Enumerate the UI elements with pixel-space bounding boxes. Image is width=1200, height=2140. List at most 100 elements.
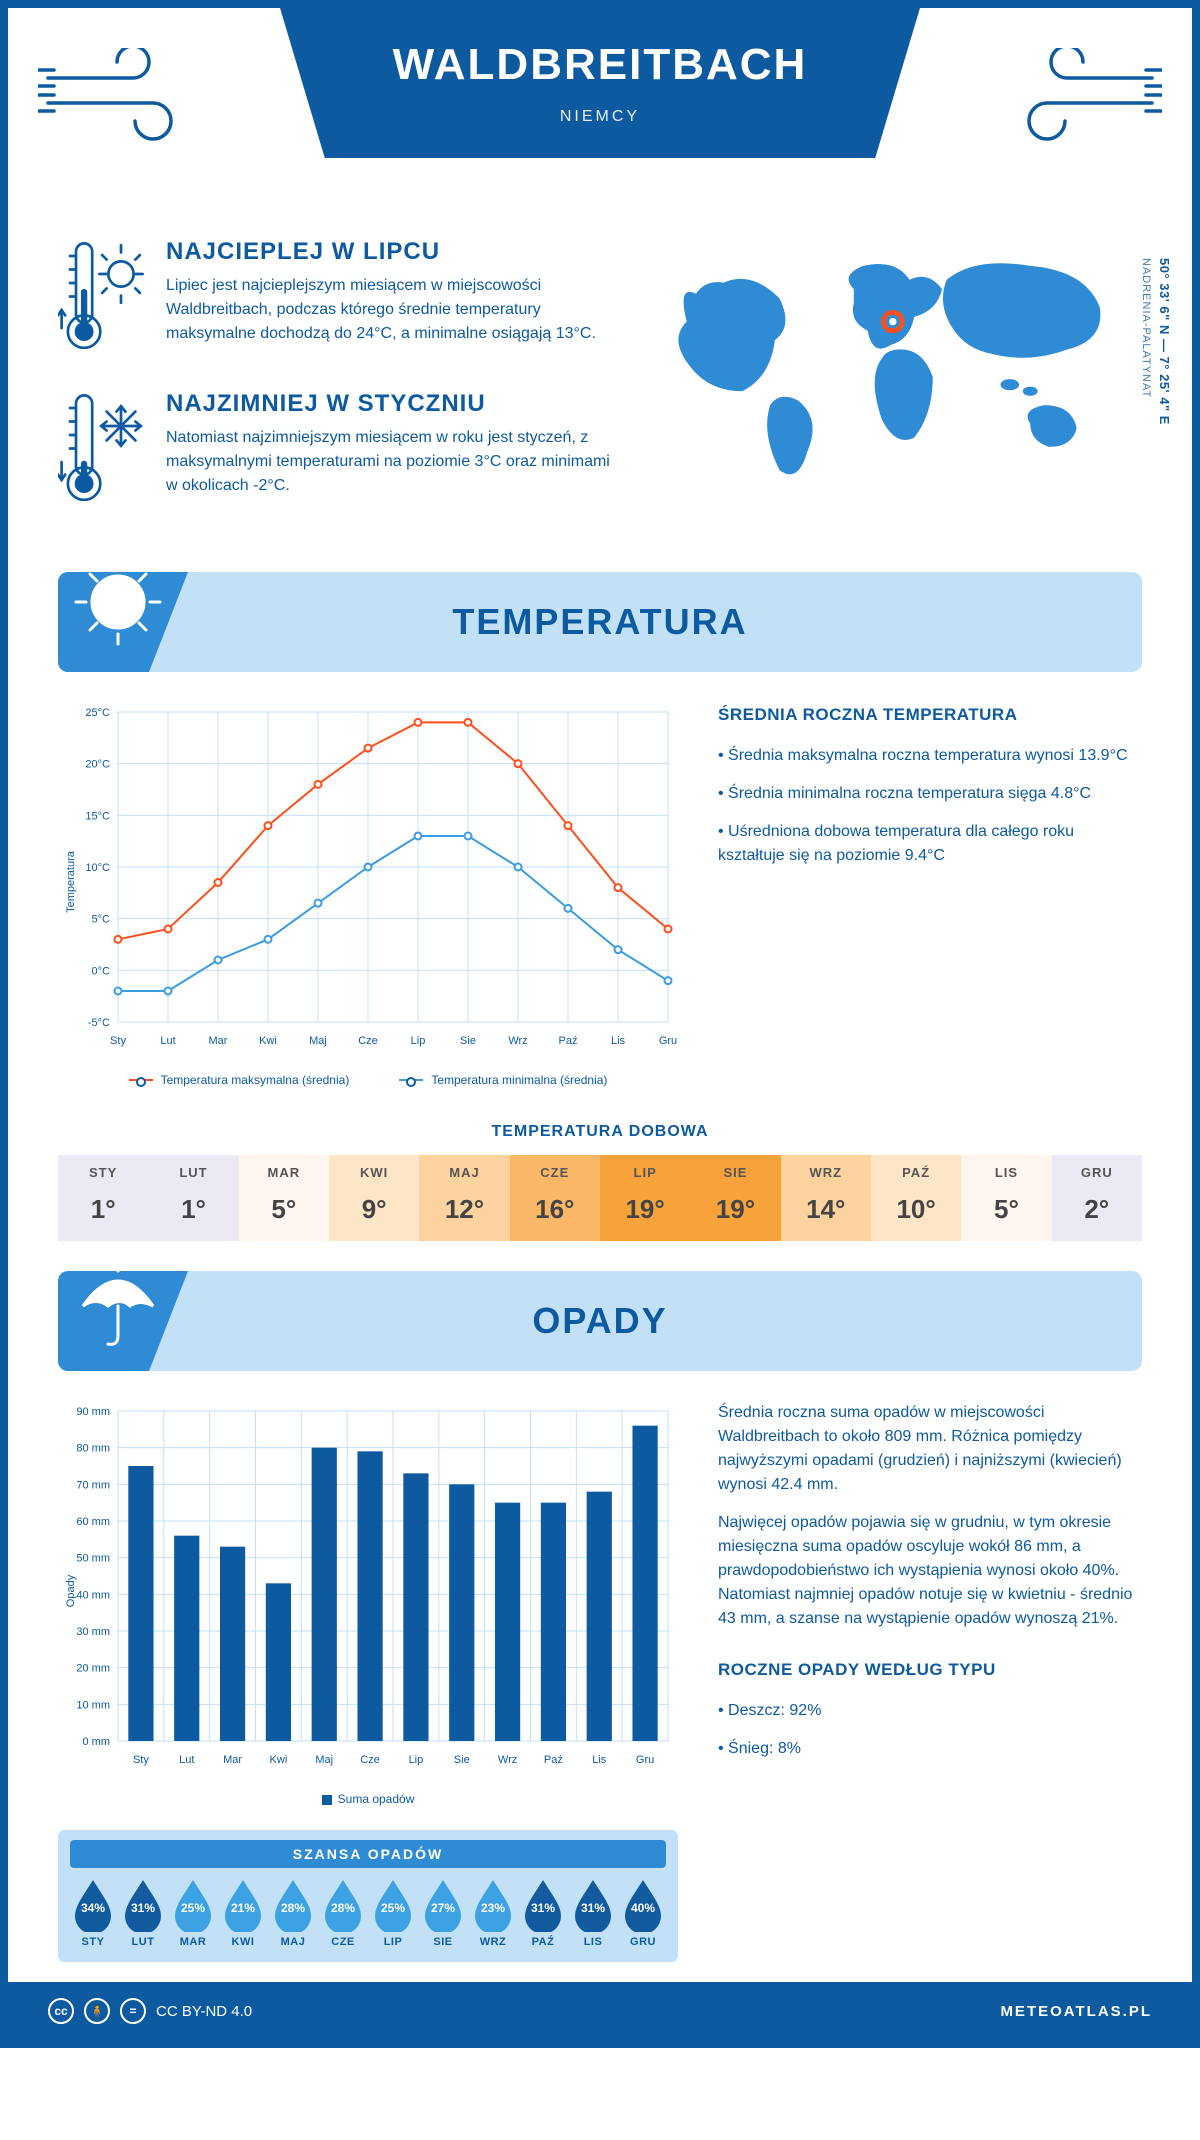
daily-temp-cell: PAŹ10° xyxy=(871,1155,961,1241)
sun-icon xyxy=(68,552,168,652)
daily-temp-cell: LIP19° xyxy=(600,1155,690,1241)
section-title: OPADY xyxy=(532,1300,667,1342)
svg-text:40 mm: 40 mm xyxy=(76,1589,110,1601)
country-subtitle: NIEMCY xyxy=(280,108,920,126)
umbrella-icon xyxy=(68,1251,168,1351)
svg-text:Lut: Lut xyxy=(160,1035,175,1047)
section-title: TEMPERATURA xyxy=(452,601,747,643)
hot-text: Lipiec jest najcieplejszym miesiącem w m… xyxy=(166,274,610,346)
svg-text:90 mm: 90 mm xyxy=(76,1406,110,1418)
summary-bullet: • Średnia minimalna roczna temperatura s… xyxy=(718,782,1142,806)
hot-fact: NAJCIEPLEJ W LIPCU Lipiec jest najcieple… xyxy=(58,238,610,360)
svg-text:70 mm: 70 mm xyxy=(76,1479,110,1491)
daily-temp-cell: MAJ12° xyxy=(419,1155,509,1241)
precip-text: Najwięcej opadów pojawia się w grudniu, … xyxy=(718,1511,1142,1631)
summary-title: ŚREDNIA ROCZNA TEMPERATURA xyxy=(718,702,1142,728)
chance-drop: 27%SIE xyxy=(420,1878,466,1948)
svg-text:Kwi: Kwi xyxy=(259,1035,277,1047)
precip-text: Średnia roczna suma opadów w miejscowośc… xyxy=(718,1401,1142,1497)
svg-text:Gru: Gru xyxy=(636,1754,654,1766)
svg-text:Wrz: Wrz xyxy=(498,1754,517,1766)
chance-drop: 40%GRU xyxy=(620,1878,666,1948)
thermometer-cold-icon xyxy=(58,390,148,512)
svg-text:Cze: Cze xyxy=(358,1035,378,1047)
footer: cc 🧍 = CC BY-ND 4.0 METEOATLAS.PL xyxy=(8,1982,1192,2040)
cold-text: Natomiast najzimniejszym miesiącem w rok… xyxy=(166,426,610,498)
svg-text:Lut: Lut xyxy=(179,1754,194,1766)
svg-text:Kwi: Kwi xyxy=(270,1754,288,1766)
svg-text:0 mm: 0 mm xyxy=(83,1736,111,1748)
thermometer-hot-icon xyxy=(58,238,148,360)
chance-drop: 31%PAŹ xyxy=(520,1878,566,1948)
svg-text:10°C: 10°C xyxy=(85,862,110,874)
svg-text:25°C: 25°C xyxy=(85,707,110,719)
svg-text:Sie: Sie xyxy=(460,1035,476,1047)
coordinates-text: 50° 33' 6" N — 7° 25' 4" E xyxy=(1157,258,1172,425)
svg-text:-5°C: -5°C xyxy=(88,1017,110,1029)
cc-icon: cc xyxy=(48,1998,74,2024)
svg-text:10 mm: 10 mm xyxy=(76,1699,110,1711)
svg-text:Gru: Gru xyxy=(659,1035,677,1047)
svg-text:80 mm: 80 mm xyxy=(76,1443,110,1455)
daily-temp-cell: SIE19° xyxy=(690,1155,780,1241)
svg-text:Sie: Sie xyxy=(454,1754,470,1766)
wind-icon xyxy=(38,48,188,148)
svg-text:5°C: 5°C xyxy=(92,914,111,926)
world-map xyxy=(640,238,1142,498)
daily-temp-title: TEMPERATURA DOBOWA xyxy=(58,1123,1142,1141)
chance-drop: 28%CZE xyxy=(320,1878,366,1948)
svg-text:20°C: 20°C xyxy=(85,759,110,771)
hot-title: NAJCIEPLEJ W LIPCU xyxy=(166,238,610,266)
precipitation-summary: Średnia roczna suma opadów w miejscowośc… xyxy=(718,1401,1142,1775)
license-text: CC BY-ND 4.0 xyxy=(156,2003,252,2020)
svg-text:Lip: Lip xyxy=(409,1754,424,1766)
region-text: NADRENIA-PALATYNAT xyxy=(1140,258,1152,398)
svg-text:Paź: Paź xyxy=(559,1035,578,1047)
chance-drop: 28%MAJ xyxy=(270,1878,316,1948)
daily-temp-cell: GRU2° xyxy=(1052,1155,1142,1241)
city-title: WALDBREITBACH xyxy=(280,40,920,90)
svg-text:30 mm: 30 mm xyxy=(76,1626,110,1638)
daily-temp-cell: LUT1° xyxy=(148,1155,238,1241)
legend-max: Temperatura maksymalna (średnia) xyxy=(161,1073,350,1087)
daily-temp-cell: WRZ14° xyxy=(781,1155,871,1241)
section-header-temperature: TEMPERATURA xyxy=(58,572,1142,672)
svg-text:15°C: 15°C xyxy=(85,810,110,822)
cold-fact: NAJZIMNIEJ W STYCZNIU Natomiast najzimni… xyxy=(58,390,610,512)
by-icon: 🧍 xyxy=(84,1998,110,2024)
svg-text:Lis: Lis xyxy=(592,1754,607,1766)
section-header-precipitation: OPADY xyxy=(58,1271,1142,1371)
chance-title: SZANSA OPADÓW xyxy=(70,1840,666,1868)
precipitation-chance-panel: SZANSA OPADÓW 34%STY31%LUT25%MAR21%KWI28… xyxy=(58,1830,678,1962)
temperature-summary: ŚREDNIA ROCZNA TEMPERATURA • Średnia mak… xyxy=(718,702,1142,882)
chance-drop: 21%KWI xyxy=(220,1878,266,1948)
daily-temp-cell: LIS5° xyxy=(961,1155,1051,1241)
precipitation-bar-chart: 0 mm10 mm20 mm30 mm40 mm50 mm60 mm70 mm8… xyxy=(58,1401,678,1806)
chance-drop: 31%LIS xyxy=(570,1878,616,1948)
legend-min: Temperatura minimalna (średnia) xyxy=(431,1073,607,1087)
svg-text:Lis: Lis xyxy=(611,1035,626,1047)
temperature-line-chart: -5°C0°C5°C10°C15°C20°C25°CStyLutMarKwiMa… xyxy=(58,702,678,1087)
svg-text:Cze: Cze xyxy=(360,1754,380,1766)
svg-text:Lip: Lip xyxy=(411,1035,426,1047)
svg-text:Maj: Maj xyxy=(309,1035,327,1047)
legend-label: Suma opadów xyxy=(338,1792,415,1806)
cold-title: NAJZIMNIEJ W STYCZNIU xyxy=(166,390,610,418)
svg-text:20 mm: 20 mm xyxy=(76,1663,110,1675)
precip-type-bullet: • Śnieg: 8% xyxy=(718,1737,1142,1761)
title-band: WALDBREITBACH NIEMCY xyxy=(280,8,920,158)
precip-type-bullet: • Deszcz: 92% xyxy=(718,1699,1142,1723)
brand-text: METEOATLAS.PL xyxy=(1000,2003,1152,2020)
svg-text:Opady: Opady xyxy=(65,1574,77,1607)
intro-row: NAJCIEPLEJ W LIPCU Lipiec jest najcieple… xyxy=(58,238,1142,542)
svg-text:Paź: Paź xyxy=(544,1754,563,1766)
summary-bullet: • Uśredniona dobowa temperatura dla całe… xyxy=(718,820,1142,868)
svg-text:Maj: Maj xyxy=(315,1754,333,1766)
bar-chart-legend: Suma opadów xyxy=(58,1792,678,1806)
map-panel: 50° 33' 6" N — 7° 25' 4" E NADRENIA-PALA… xyxy=(640,238,1142,542)
wind-icon xyxy=(1012,48,1162,148)
chance-drop: 23%WRZ xyxy=(470,1878,516,1948)
svg-text:0°C: 0°C xyxy=(92,965,111,977)
summary-bullet: • Średnia maksymalna roczna temperatura … xyxy=(718,744,1142,768)
svg-text:Sty: Sty xyxy=(110,1035,126,1047)
